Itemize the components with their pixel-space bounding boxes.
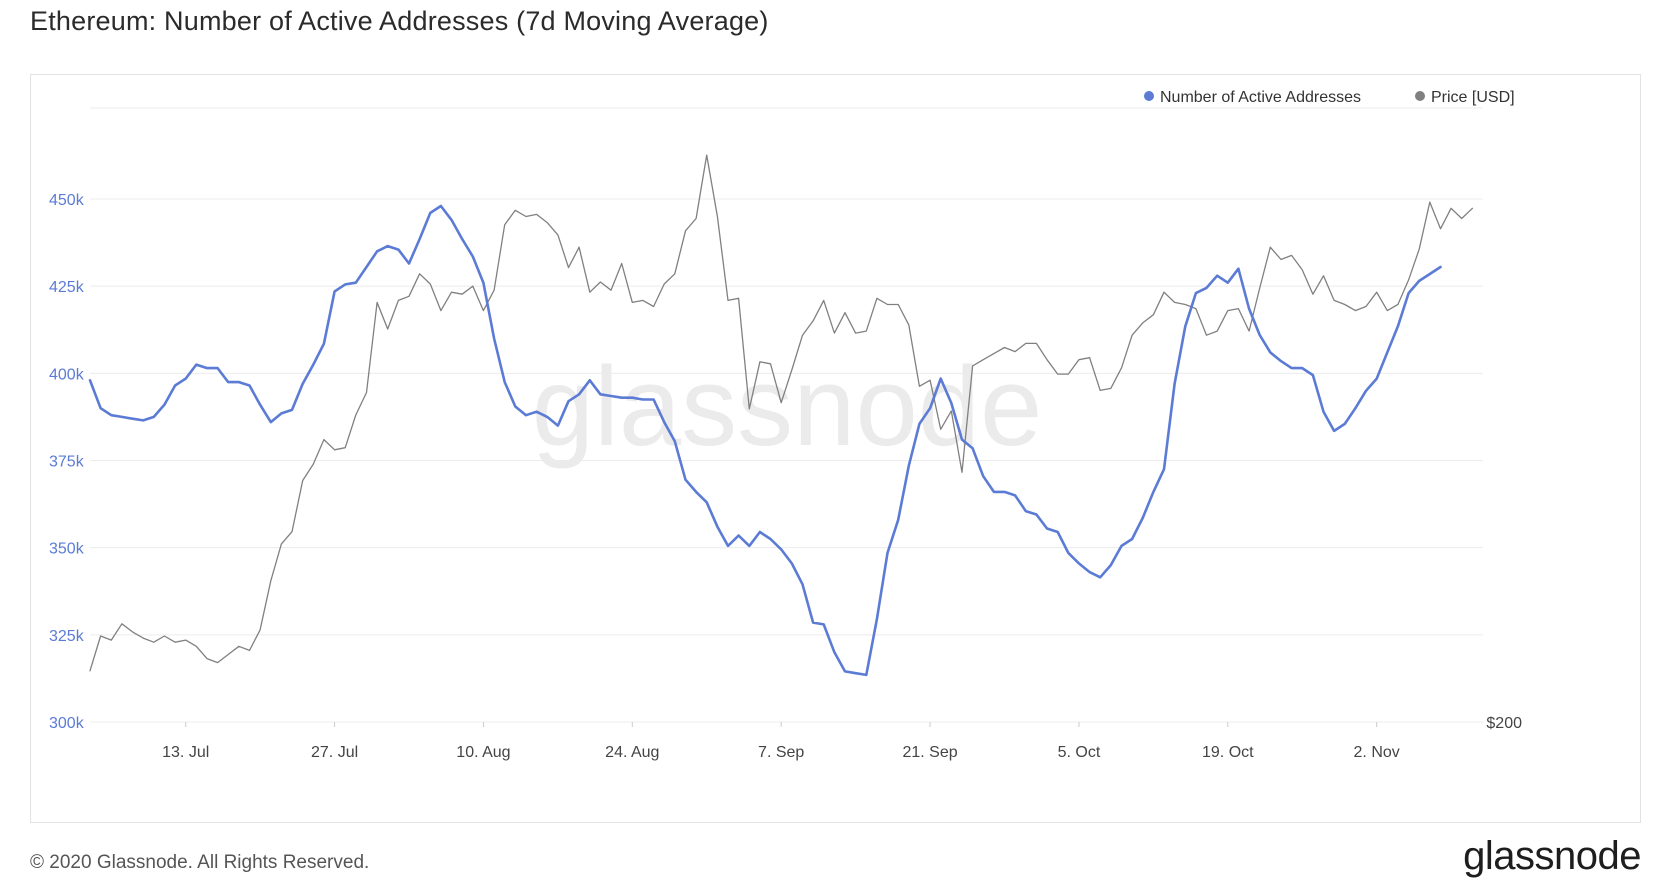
x-tick-label: 19. Oct xyxy=(1202,744,1254,761)
y-axis-right: $200 xyxy=(1486,715,1522,732)
y-tick-label-left: 450k xyxy=(49,192,85,209)
legend-item-price[interactable]: Price [USD] xyxy=(1415,89,1515,106)
grid-lines xyxy=(90,107,1483,723)
y-tick-label-left: 300k xyxy=(49,715,85,732)
legend-item-addresses[interactable]: Number of Active Addresses xyxy=(1144,89,1361,106)
price-line xyxy=(89,154,1474,672)
legend-marker-icon xyxy=(1415,91,1425,101)
legend-label: Number of Active Addresses xyxy=(1160,89,1361,106)
watermark: glassnode xyxy=(532,344,1043,469)
addresses-series xyxy=(88,204,1442,677)
brand-logo: glassnode xyxy=(1463,834,1641,878)
y-tick-label-left: 425k xyxy=(49,279,85,296)
x-tick-label: 13. Jul xyxy=(162,744,209,761)
y-tick-label-left: 400k xyxy=(49,366,85,383)
y-tick-label-left: 325k xyxy=(49,628,85,645)
page-title: Ethereum: Number of Active Addresses (7d… xyxy=(30,6,769,36)
x-tick-label: 5. Oct xyxy=(1058,744,1101,761)
price-series xyxy=(89,154,1474,672)
copyright-text: © 2020 Glassnode. All Rights Reserved. xyxy=(30,852,370,873)
x-tick-label: 21. Sep xyxy=(902,744,957,761)
chart-svg: glassnode 300k 325k 350k 375k 400k 425k 450k $… xyxy=(49,89,1522,761)
addresses-line xyxy=(88,204,1442,677)
x-tick-label: 27. Jul xyxy=(311,744,358,761)
legend-marker-icon xyxy=(1144,91,1154,101)
y-tick-label-left: 350k xyxy=(49,541,85,558)
y-axis-left: 300k 325k 350k 375k 400k 425k 450k xyxy=(49,192,85,732)
x-tick-label: 7. Sep xyxy=(758,744,804,761)
x-axis: 13. Jul 27. Jul 10. Aug 24. Aug 7. Sep 21. Se… xyxy=(162,722,1400,761)
y-tick-label-right: $200 xyxy=(1486,715,1522,732)
chart-frame: glassnode 300k 325k 350k 375k 400k 425k 450k $… xyxy=(30,74,1641,823)
legend[interactable]: Number of Active Addresses Price [USD] xyxy=(1144,89,1515,106)
legend-label: Price [USD] xyxy=(1431,89,1515,106)
y-tick-label-left: 375k xyxy=(49,454,85,471)
x-tick-label: 10. Aug xyxy=(456,744,510,761)
x-tick-label: 24. Aug xyxy=(605,744,659,761)
x-tick-label: 2. Nov xyxy=(1354,744,1400,761)
